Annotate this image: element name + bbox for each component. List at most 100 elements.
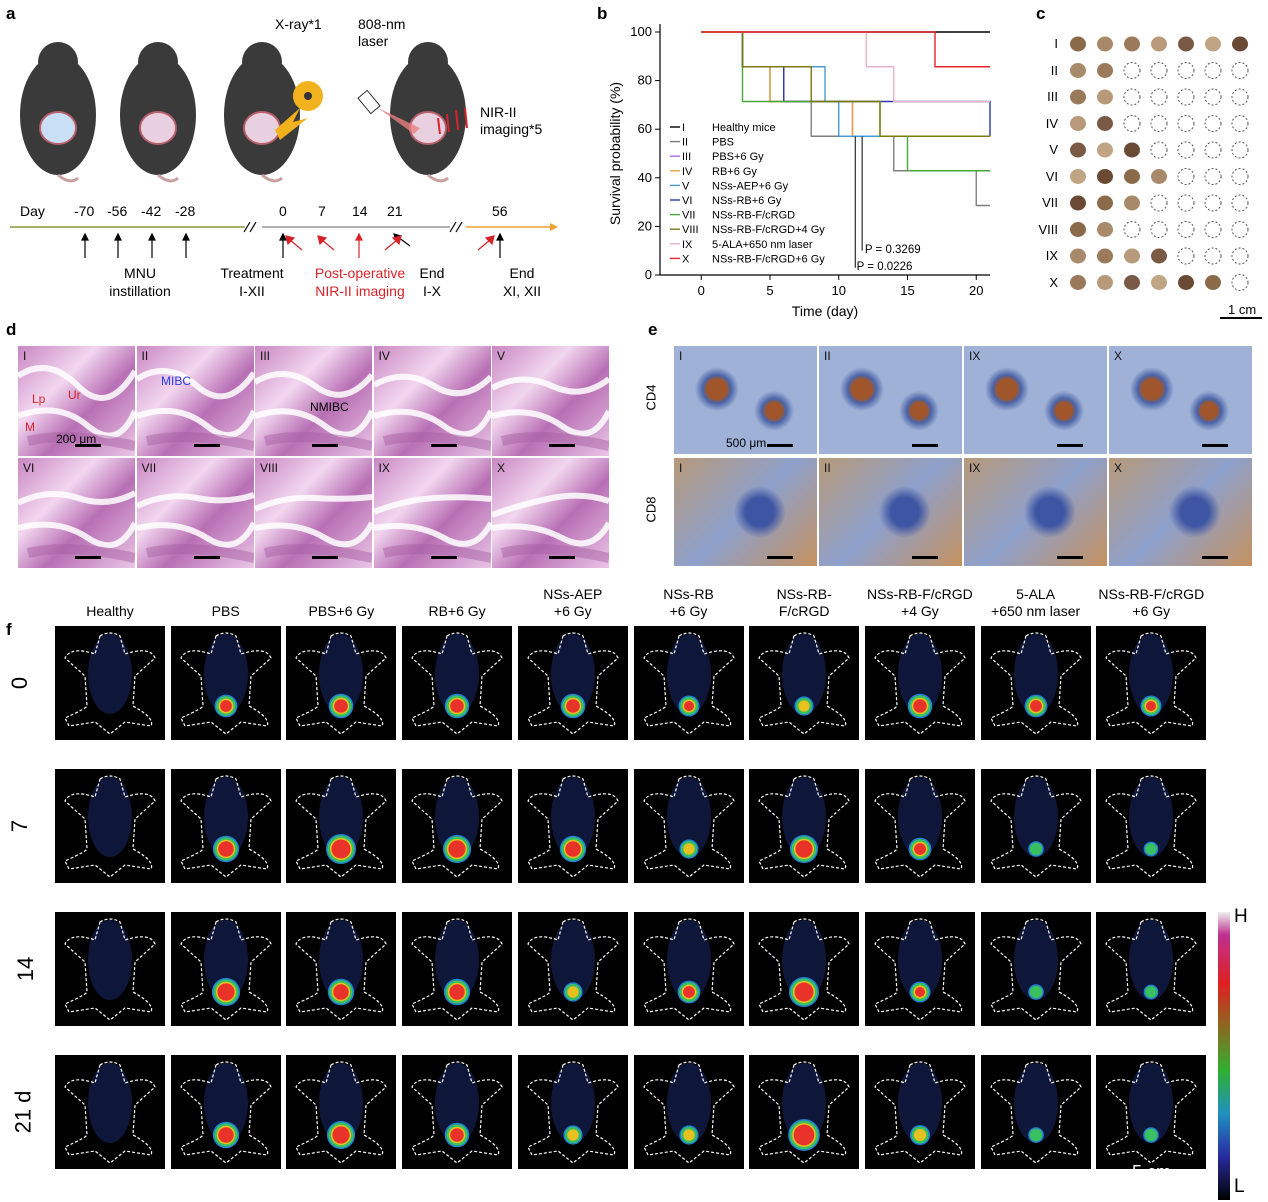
scale-bar — [912, 444, 938, 447]
laser-label-line1: 808-nm — [358, 16, 406, 32]
x-tick-label: 0 — [698, 283, 705, 298]
ihc-image: IX — [964, 458, 1107, 566]
nir-image — [749, 912, 860, 1026]
postop-label-line1: Post-operative — [314, 265, 406, 281]
time-row-label: 14 — [13, 956, 39, 982]
mouse-outline — [989, 632, 1082, 735]
treatment-label: Treatment I-XII — [212, 264, 292, 300]
nir-image — [749, 626, 860, 740]
mouse-illustration-1 — [20, 42, 96, 183]
tick-label: -56 — [107, 203, 128, 219]
mouse-outline — [64, 918, 156, 1021]
ihc-image: I — [674, 458, 817, 566]
tumor-sample — [1124, 275, 1140, 290]
nir-image — [1096, 769, 1207, 883]
tumor-sample — [1070, 275, 1086, 290]
tumor-sample — [1097, 275, 1113, 290]
mnu-label: MNU instillation — [100, 264, 180, 300]
mouse-outline — [874, 1061, 966, 1164]
tumor-sample — [1070, 195, 1086, 211]
tumor-sample — [1070, 36, 1086, 52]
treatment-label-line2: I-XII — [239, 283, 265, 299]
group-label-line2: +6 Gy — [1132, 603, 1171, 619]
mouse-outline — [526, 1061, 619, 1164]
empty-sample-slot — [1231, 62, 1249, 79]
tumor-row-label: VII — [1042, 195, 1058, 210]
nir-image — [1096, 1055, 1207, 1169]
he-panel-label: IV — [378, 349, 390, 363]
empty-sample-slot — [1177, 141, 1195, 159]
mnu-label-line1: MNU — [124, 265, 156, 281]
tumor-sample — [1151, 275, 1167, 290]
label-m: M — [25, 420, 35, 434]
scale-label-e: 500 μm — [726, 436, 767, 450]
tumor-sample — [1070, 116, 1086, 131]
x-tick-label: 5 — [766, 283, 773, 298]
empty-sample-slot — [1231, 115, 1249, 132]
empty-sample-slot — [1204, 221, 1222, 238]
ihc-image: II — [819, 458, 962, 566]
tumor-sample — [1070, 89, 1086, 105]
pvalue-annotation: P = 0.0226 — [857, 261, 913, 273]
ihc-panel-label: IX — [969, 461, 981, 475]
nir-image — [286, 1055, 397, 1169]
empty-sample-slot — [1204, 88, 1222, 106]
empty-sample-slot — [1123, 62, 1141, 79]
mouse-outline — [758, 1061, 850, 1164]
group-label-line1: RB+6 Gy — [428, 603, 486, 619]
mouse-outline — [295, 632, 388, 735]
empty-sample-slot — [1123, 88, 1141, 106]
x-tick-label: 20 — [969, 283, 983, 298]
postop-label-line2: NIR-II imaging — [315, 283, 405, 299]
mouse-outline — [64, 1061, 156, 1164]
nir-image — [402, 912, 513, 1026]
laser-label-line2: laser — [358, 33, 389, 49]
tumor-sample — [1070, 169, 1086, 184]
nir-image — [633, 626, 744, 740]
tumor-grid — [1070, 36, 1249, 291]
colorbar — [1218, 912, 1230, 1200]
tumor-row-label: IV — [1045, 115, 1058, 131]
ihc-panel-label: II — [824, 349, 831, 363]
group-label-line2: +6 Gy — [553, 603, 592, 619]
mouse-outline — [874, 918, 966, 1021]
mouse-outline — [526, 632, 619, 735]
panel-c: I II III IV V VI VII VIII IX X 1 cm — [1036, 24, 1268, 324]
panel-label-d: d — [6, 320, 17, 339]
he-panel-label: VI — [23, 461, 35, 475]
mouse-outline — [1105, 632, 1198, 735]
nir-image — [170, 912, 281, 1026]
tumor-sample — [1097, 142, 1113, 158]
empty-sample-slot — [1204, 168, 1222, 185]
tissue-texture — [255, 494, 372, 563]
tumor-sample — [1070, 142, 1086, 158]
he-image: V — [492, 346, 609, 456]
tumor-sample — [1097, 169, 1113, 184]
group-label-line1: PBS — [211, 603, 240, 619]
empty-sample-slot — [1231, 221, 1249, 238]
nir-image — [1096, 626, 1207, 740]
x-tick-label: 15 — [900, 283, 914, 298]
tumor-sample — [1151, 248, 1167, 264]
ihc-panel-label: I — [679, 349, 683, 363]
empty-sample-slot — [1231, 194, 1249, 212]
legend-id: VII — [682, 210, 695, 222]
y-tick-label: 40 — [638, 170, 652, 185]
scale-label-c: 1 cm — [1228, 302, 1257, 317]
scale-bar-f — [1128, 1190, 1186, 1193]
panel-a: X-ray*1 808-nm laser NIR-II imaging*5 Da… — [0, 0, 590, 320]
tick-label: 0 — [279, 203, 287, 219]
empty-sample-slot — [1150, 141, 1168, 159]
empty-sample-slot — [1204, 194, 1222, 212]
he-panel-label: IX — [378, 461, 390, 475]
he-panel-label: I — [23, 349, 27, 363]
end-2-label-line2: XI, XII — [502, 283, 542, 299]
ihc-panel-label: I — [679, 461, 683, 475]
group-label-line2: F/cRGD — [778, 603, 830, 619]
empty-sample-slot — [1177, 168, 1195, 185]
scale-bar — [549, 444, 575, 447]
tick-label: -28 — [175, 203, 196, 219]
series-line-III — [701, 31, 990, 137]
end-2-label-line1: End — [509, 265, 535, 281]
mouse-outline — [411, 918, 503, 1021]
